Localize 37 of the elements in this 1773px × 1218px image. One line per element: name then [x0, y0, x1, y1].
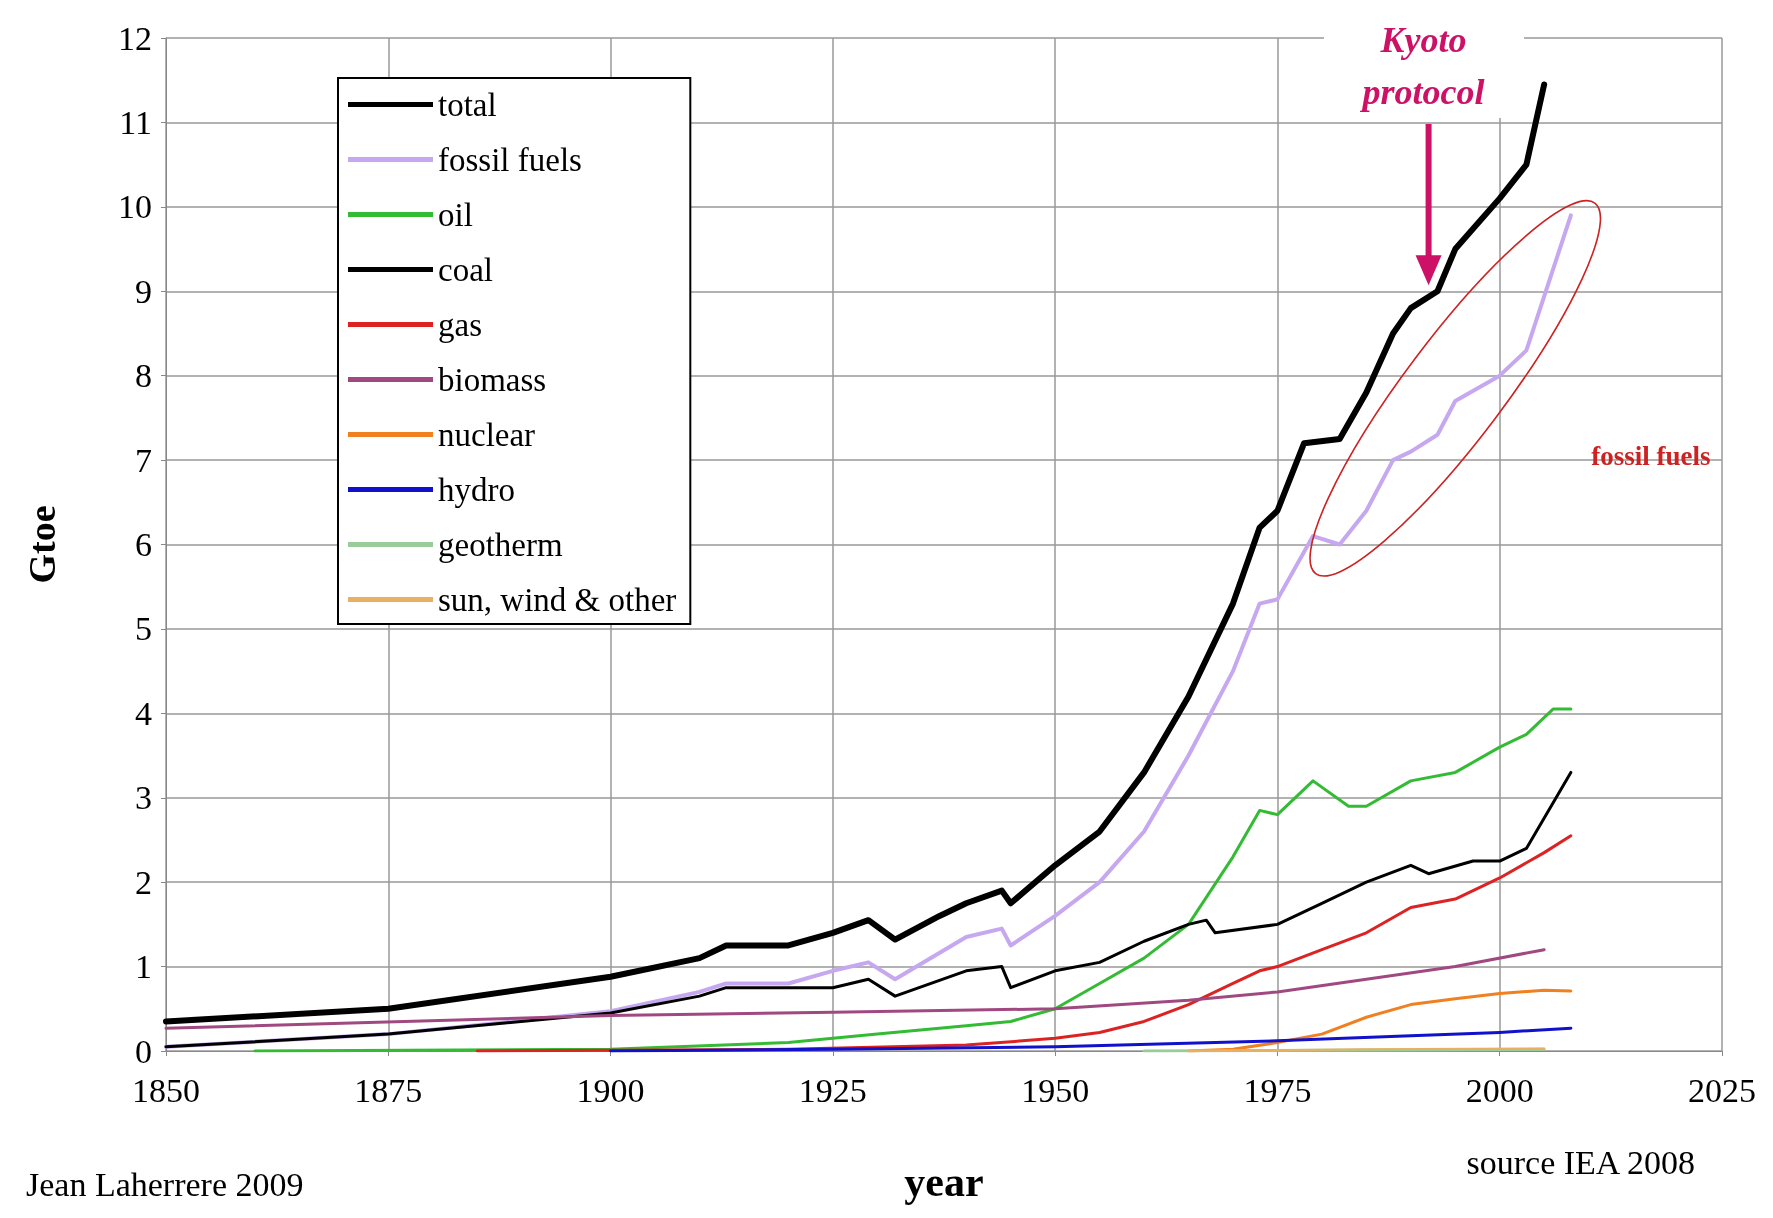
legend-label: gas	[438, 306, 482, 343]
legend-label: oil	[438, 196, 473, 233]
y-axis-title: Gtoe	[21, 505, 63, 584]
y-tick-label: 0	[135, 1032, 152, 1070]
y-tick-label: 5	[135, 610, 152, 648]
legend-label: total	[438, 86, 497, 123]
y-tick-label: 6	[135, 526, 152, 563]
y-tick-label: 3	[135, 779, 152, 817]
text: Jean Laherrere 2009	[26, 1166, 304, 1204]
legend-label: nuclear	[438, 416, 536, 453]
legend-label: sun, wind & other	[438, 581, 677, 618]
legend-label: biomass	[438, 361, 547, 398]
legend-label: geotherm	[438, 526, 563, 563]
y-tick-label: 11	[119, 103, 152, 141]
x-tick-label: 2025	[1688, 1071, 1756, 1109]
x-tick-label: 1850	[132, 1071, 200, 1109]
x-tick-label: 1925	[798, 1071, 867, 1109]
legend-label: coal	[438, 251, 493, 288]
y-tick-label: 1	[135, 948, 152, 986]
y-tick-label: 8	[135, 357, 152, 395]
y-tick-label: 4	[135, 694, 152, 732]
y-tick-label: 7	[135, 441, 152, 479]
x-tick-label: 1950	[1021, 1071, 1090, 1109]
y-tick-label: 10	[118, 188, 152, 226]
annotation: Kyoto protocol	[1323, 14, 1524, 118]
source-note: source IEA 2008	[1466, 1144, 1695, 1182]
legend-label: hydro	[438, 471, 515, 508]
x-tick-label: 1875	[354, 1071, 423, 1109]
y-tick-label: 2	[135, 863, 152, 901]
x-tick-label: 1975	[1243, 1071, 1312, 1109]
y-tick-label: 12	[118, 19, 152, 57]
legend-label: fossil fuels	[438, 141, 582, 178]
annotation: fossil fuels	[1591, 440, 1711, 472]
y-tick-label: 9	[135, 272, 152, 310]
x-tick-label: 2000	[1465, 1071, 1534, 1109]
x-tick-label: 1900	[576, 1071, 645, 1109]
x-axis-title: year	[904, 1159, 984, 1205]
